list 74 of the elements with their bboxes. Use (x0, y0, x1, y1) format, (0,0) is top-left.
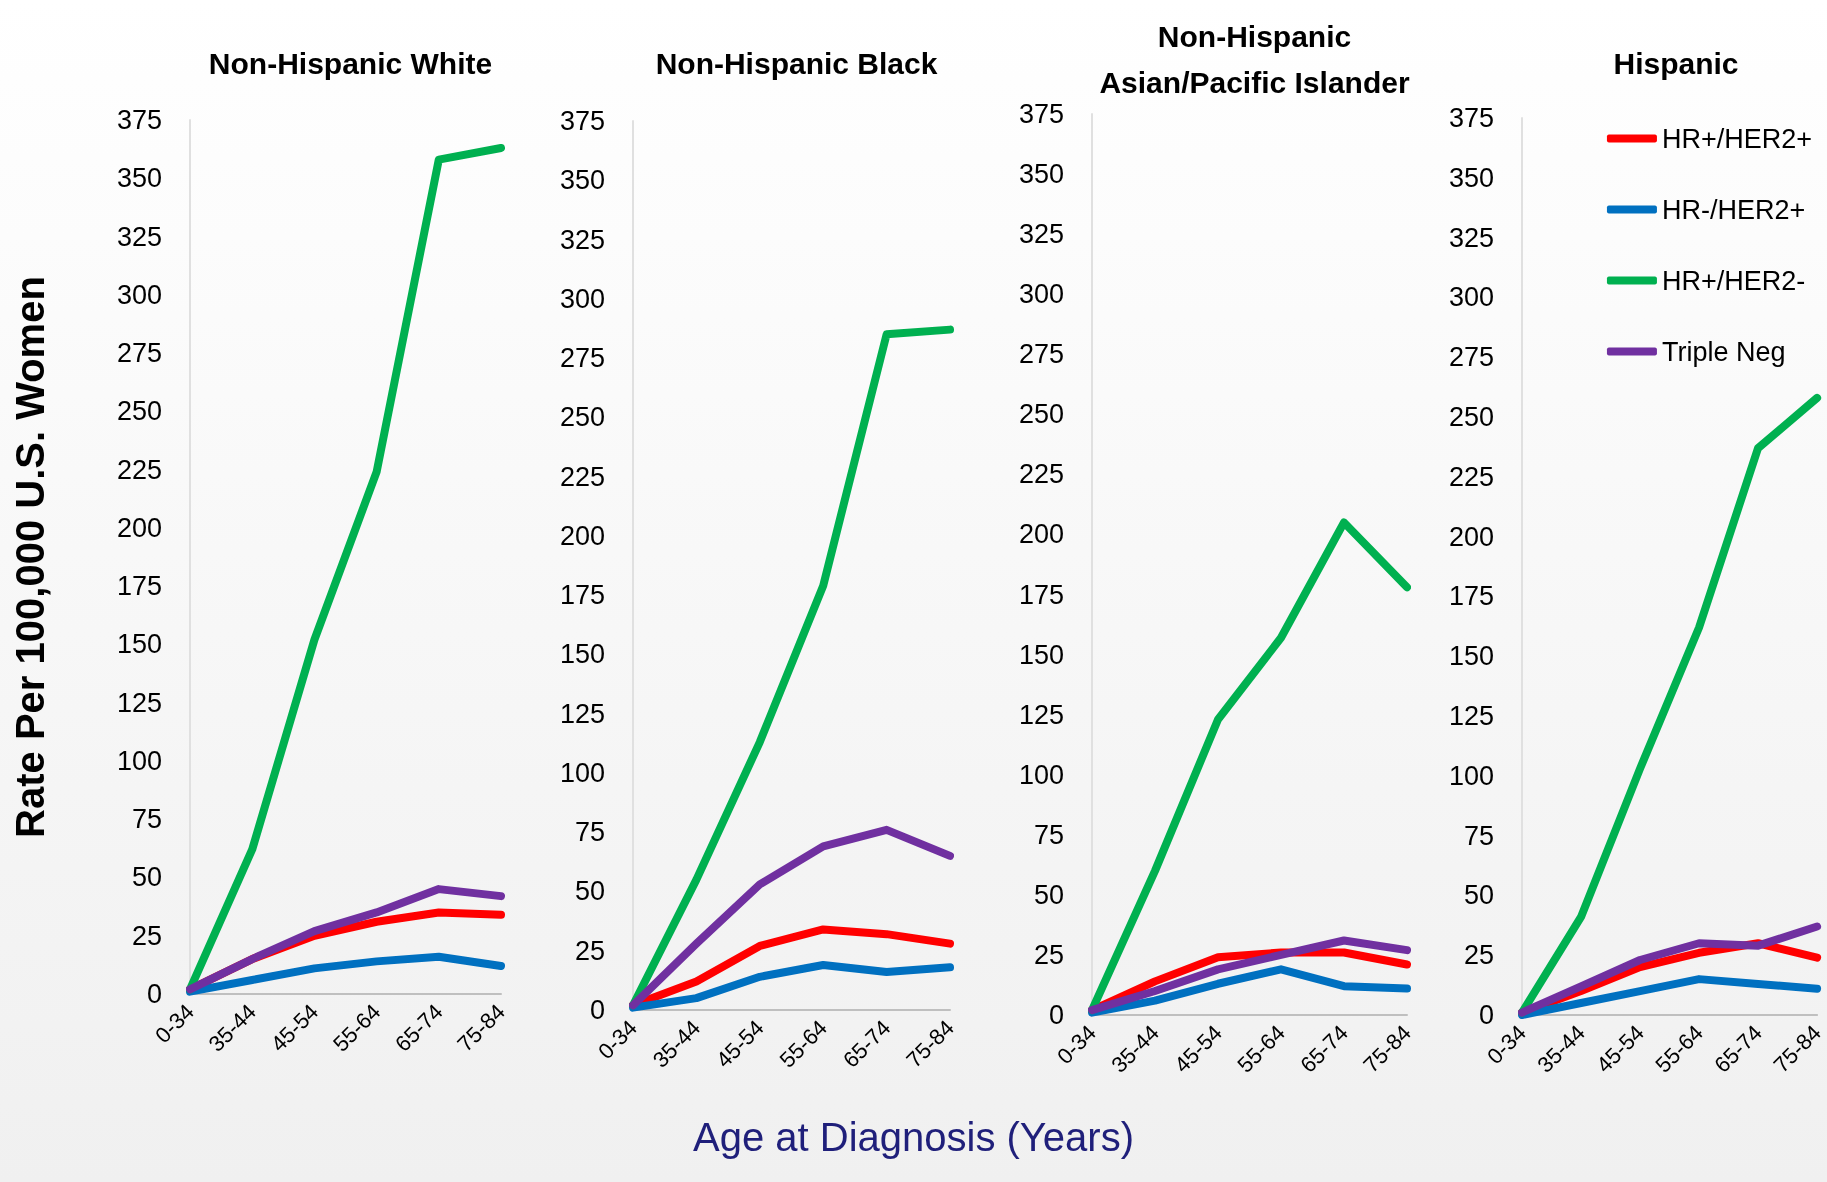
y-tick-label: 25 (1463, 940, 1494, 971)
y-tick-label: 300 (1018, 279, 1064, 310)
y-tick-label: 200 (116, 512, 162, 543)
y-tick-label: 225 (1448, 461, 1494, 492)
y-tick-label: 50 (1463, 880, 1494, 911)
y-tick-label: 50 (1033, 879, 1064, 910)
y-tick-label: 25 (1033, 939, 1064, 970)
y-tick-label: 375 (1018, 99, 1064, 129)
y-tick-label: 100 (559, 757, 605, 788)
y-tick-label: 0 (1048, 1000, 1064, 1030)
y-tick-label: 125 (1448, 701, 1494, 731)
chart-title: Non-Hispanic Asian/Pacific Islander (1099, 19, 1410, 99)
y-tick-label: 25 (574, 935, 605, 966)
y-tick-label: 350 (1018, 159, 1064, 190)
y-tick-label: 175 (1448, 581, 1494, 612)
y-tick-label: 0 (589, 995, 605, 1025)
y-tick-label: 125 (1018, 699, 1064, 730)
y-tick-label: 75 (1033, 819, 1064, 850)
y-tick-label: 100 (1018, 759, 1064, 790)
y-tick-label: 200 (559, 520, 605, 551)
y-tick-label: 50 (131, 862, 162, 893)
y-axis-title: Rate Per 100,000 U.S. Women (8, 276, 52, 838)
y-tick-label: 150 (116, 629, 162, 660)
y-tick-label: 225 (116, 454, 162, 485)
legend-label: HR+/HER2- (1661, 265, 1806, 296)
y-tick-label: 200 (1448, 521, 1494, 552)
y-tick-label: 350 (1448, 162, 1494, 193)
y-tick-label: 300 (1448, 282, 1494, 313)
chart-title: Hispanic (1613, 46, 1739, 80)
y-tick-label: 150 (1448, 641, 1494, 672)
y-tick-label: 75 (131, 804, 162, 835)
legend-label: HR+/HER2+ (1661, 123, 1813, 154)
y-tick-label: 250 (1448, 402, 1494, 432)
y-tick-label: 375 (1448, 103, 1494, 133)
y-tick-label: 175 (116, 571, 162, 602)
y-tick-label: 325 (116, 221, 162, 252)
y-tick-label: 100 (116, 745, 162, 776)
y-tick-label: 125 (559, 698, 605, 729)
x-axis-title: Age at Diagnosis (Years) (692, 1115, 1135, 1160)
y-tick-label: 375 (559, 106, 605, 136)
y-tick-label: 225 (559, 461, 605, 492)
legend-label: HR-/HER2+ (1661, 194, 1806, 225)
y-tick-label: 350 (559, 165, 605, 196)
y-tick-label: 50 (574, 876, 605, 907)
y-tick-label: 375 (116, 105, 162, 135)
y-tick-label: 325 (559, 224, 605, 255)
y-tick-label: 275 (1448, 342, 1494, 373)
chart-title: Non-Hispanic Black (655, 46, 938, 80)
y-tick-label: 275 (116, 338, 162, 369)
y-tick-label: 325 (1018, 219, 1064, 250)
y-tick-label: 250 (559, 402, 605, 433)
y-tick-label: 175 (1018, 579, 1064, 610)
y-tick-label: 75 (574, 817, 605, 848)
y-tick-label: 225 (1018, 459, 1064, 490)
y-tick-label: 275 (559, 343, 605, 374)
y-tick-label: 250 (116, 396, 162, 427)
y-tick-label: 0 (1478, 1000, 1494, 1030)
y-tick-label: 150 (1018, 639, 1064, 670)
y-tick-label: 175 (559, 580, 605, 611)
y-tick-label: 125 (116, 687, 162, 718)
y-tick-label: 350 (116, 163, 162, 194)
y-tick-label: 250 (1018, 399, 1064, 430)
y-tick-label: 150 (559, 639, 605, 670)
legend-label: Triple Neg (1661, 336, 1786, 367)
y-tick-label: 75 (1463, 820, 1494, 851)
y-tick-label: 25 (131, 920, 162, 951)
y-tick-label: 300 (559, 283, 605, 314)
y-tick-label: 275 (1018, 339, 1064, 370)
y-tick-label: 300 (116, 279, 162, 310)
y-tick-label: 0 (146, 979, 162, 1009)
chart-title: Non-Hispanic White (208, 46, 493, 80)
y-tick-label: 325 (1448, 222, 1494, 253)
y-tick-label: 200 (1018, 519, 1064, 550)
y-tick-label: 100 (1448, 760, 1494, 791)
